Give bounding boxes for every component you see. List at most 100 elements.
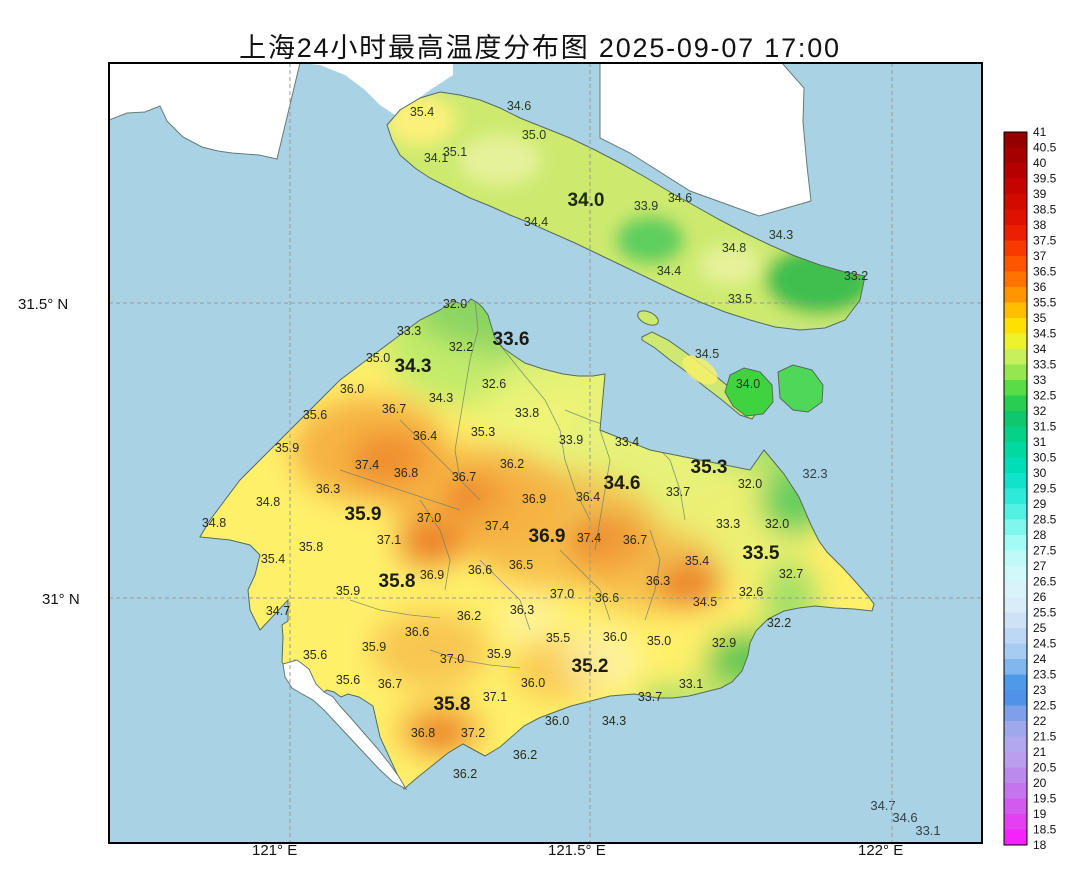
svg-text:35.3: 35.3 (471, 425, 495, 439)
svg-text:35.8: 35.8 (379, 571, 416, 592)
svg-text:37.0: 37.0 (417, 511, 441, 525)
svg-text:30: 30 (1033, 466, 1047, 480)
svg-text:36: 36 (1033, 280, 1047, 294)
svg-text:35.0: 35.0 (647, 634, 671, 648)
svg-text:35.8: 35.8 (434, 694, 471, 715)
svg-text:32.7: 32.7 (779, 567, 803, 581)
svg-text:26: 26 (1033, 590, 1047, 604)
svg-text:36.7: 36.7 (623, 533, 647, 547)
svg-text:18: 18 (1033, 838, 1047, 852)
svg-text:36.7: 36.7 (382, 402, 406, 416)
svg-text:22.5: 22.5 (1033, 699, 1057, 713)
svg-text:37.4: 37.4 (577, 531, 601, 545)
svg-text:32.2: 32.2 (449, 340, 473, 354)
svg-text:35.0: 35.0 (522, 128, 546, 142)
svg-text:37.4: 37.4 (485, 519, 509, 533)
svg-text:33: 33 (1033, 373, 1047, 387)
svg-text:33.7: 33.7 (666, 485, 690, 499)
svg-text:22: 22 (1033, 714, 1047, 728)
svg-text:31: 31 (1033, 435, 1047, 449)
svg-text:34: 34 (1033, 342, 1047, 356)
svg-text:20.5: 20.5 (1033, 761, 1057, 775)
svg-text:34.3: 34.3 (429, 391, 453, 405)
svg-text:35.9: 35.9 (336, 584, 360, 598)
svg-text:36.0: 36.0 (340, 382, 364, 396)
svg-text:34.0: 34.0 (736, 377, 760, 391)
svg-text:32.0: 32.0 (738, 477, 762, 491)
svg-text:38.5: 38.5 (1033, 203, 1057, 217)
svg-text:35.4: 35.4 (685, 554, 709, 568)
svg-text:27.5: 27.5 (1033, 544, 1057, 558)
svg-text:37.0: 37.0 (440, 652, 464, 666)
svg-text:36.3: 36.3 (316, 482, 340, 496)
svg-text:36.6: 36.6 (405, 625, 429, 639)
svg-text:41: 41 (1033, 125, 1047, 139)
svg-text:35.6: 35.6 (336, 673, 360, 687)
svg-text:35.9: 35.9 (362, 640, 386, 654)
svg-text:35.3: 35.3 (691, 457, 728, 478)
svg-text:34.7: 34.7 (266, 604, 290, 618)
svg-text:28: 28 (1033, 528, 1047, 542)
svg-text:36.2: 36.2 (457, 609, 481, 623)
svg-text:36.7: 36.7 (452, 470, 476, 484)
svg-text:37.0: 37.0 (550, 587, 574, 601)
svg-text:36.8: 36.8 (411, 726, 435, 740)
svg-text:35.9: 35.9 (487, 647, 511, 661)
svg-text:21: 21 (1033, 745, 1047, 759)
svg-text:35.5: 35.5 (546, 631, 570, 645)
svg-text:32.3: 32.3 (802, 466, 827, 481)
svg-text:33.5: 33.5 (728, 292, 752, 306)
svg-text:34.5: 34.5 (1033, 327, 1057, 341)
svg-text:32.6: 32.6 (482, 377, 506, 391)
svg-text:34.3: 34.3 (602, 714, 626, 728)
svg-text:34.3: 34.3 (395, 356, 432, 377)
svg-text:34.8: 34.8 (256, 495, 280, 509)
svg-text:25.5: 25.5 (1033, 606, 1057, 620)
svg-text:23.5: 23.5 (1033, 668, 1057, 682)
svg-text:19.5: 19.5 (1033, 792, 1057, 806)
svg-text:35.8: 35.8 (299, 540, 323, 554)
svg-text:20: 20 (1033, 776, 1047, 790)
svg-text:35.9: 35.9 (275, 441, 299, 455)
svg-text:32.0: 32.0 (443, 297, 467, 311)
svg-text:34.4: 34.4 (657, 264, 681, 278)
svg-text:34.5: 34.5 (693, 595, 717, 609)
svg-text:34.6: 34.6 (668, 191, 692, 205)
svg-text:36.3: 36.3 (646, 574, 670, 588)
svg-text:40: 40 (1033, 156, 1047, 170)
svg-text:33.9: 33.9 (559, 433, 583, 447)
svg-text:35.4: 35.4 (261, 552, 285, 566)
svg-text:37.4: 37.4 (355, 458, 379, 472)
svg-text:40.5: 40.5 (1033, 141, 1057, 155)
svg-text:34.0: 34.0 (568, 190, 605, 211)
svg-text:33.1: 33.1 (915, 823, 940, 838)
svg-text:33.4: 33.4 (615, 435, 639, 449)
svg-text:36.9: 36.9 (529, 526, 566, 547)
svg-text:33.5: 33.5 (1033, 358, 1057, 372)
svg-text:32: 32 (1033, 404, 1047, 418)
svg-text:33.9: 33.9 (634, 199, 658, 213)
svg-text:36.7: 36.7 (378, 677, 402, 691)
svg-text:21.5: 21.5 (1033, 730, 1057, 744)
svg-text:36.6: 36.6 (468, 563, 492, 577)
svg-text:23: 23 (1033, 683, 1047, 697)
svg-text:38: 38 (1033, 218, 1047, 232)
svg-text:39: 39 (1033, 187, 1047, 201)
svg-text:33.2: 33.2 (844, 269, 868, 283)
svg-text:35.5: 35.5 (1033, 296, 1057, 310)
svg-text:36.2: 36.2 (453, 767, 477, 781)
svg-text:32.0: 32.0 (765, 517, 789, 531)
svg-text:36.9: 36.9 (522, 492, 546, 506)
svg-text:37.2: 37.2 (461, 726, 485, 740)
svg-text:36.0: 36.0 (545, 714, 569, 728)
svg-text:32.5: 32.5 (1033, 389, 1057, 403)
svg-text:32.6: 32.6 (739, 585, 763, 599)
svg-text:33.3: 33.3 (397, 324, 421, 338)
svg-text:32.9: 32.9 (712, 636, 736, 650)
svg-text:37.5: 37.5 (1033, 234, 1057, 248)
svg-text:34.6: 34.6 (507, 99, 531, 113)
svg-text:30.5: 30.5 (1033, 451, 1057, 465)
svg-text:24.5: 24.5 (1033, 637, 1057, 651)
svg-text:34.3: 34.3 (769, 228, 793, 242)
svg-text:37: 37 (1033, 249, 1047, 263)
